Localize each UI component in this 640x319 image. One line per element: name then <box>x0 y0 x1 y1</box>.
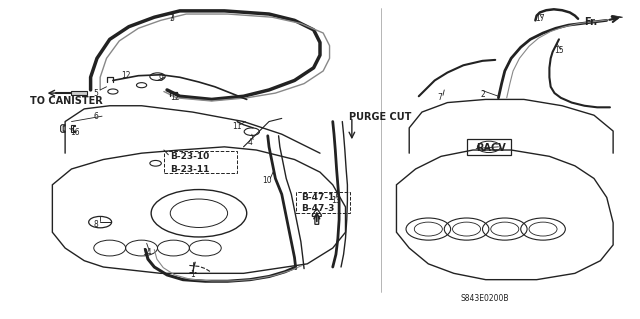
Text: 3: 3 <box>169 14 174 23</box>
Text: 9: 9 <box>158 74 163 83</box>
Text: 15: 15 <box>554 46 564 55</box>
Text: 17: 17 <box>535 14 545 23</box>
Text: 10: 10 <box>262 175 272 185</box>
Text: B-23-10: B-23-10 <box>170 152 209 161</box>
Bar <box>296 192 350 213</box>
Text: 16: 16 <box>70 128 79 137</box>
Text: TO CANISTER: TO CANISTER <box>30 96 103 106</box>
Text: 14: 14 <box>142 248 152 257</box>
Text: PURGE CUT: PURGE CUT <box>349 112 411 122</box>
Text: 4: 4 <box>248 137 252 147</box>
Text: 8: 8 <box>93 220 98 229</box>
Text: 6: 6 <box>93 112 98 121</box>
Text: 13: 13 <box>331 196 340 205</box>
Text: B-47-1: B-47-1 <box>301 193 334 202</box>
Text: 1: 1 <box>190 271 195 279</box>
Text: Fr.: Fr. <box>584 17 598 27</box>
Text: 5: 5 <box>93 89 98 98</box>
Text: 12: 12 <box>122 71 131 80</box>
Bar <box>72 91 88 95</box>
Bar <box>467 139 511 155</box>
Text: RACV: RACV <box>476 144 506 153</box>
Text: B-47-3: B-47-3 <box>301 204 334 213</box>
Bar <box>164 151 237 173</box>
Text: S843E0200B: S843E0200B <box>460 294 509 303</box>
Polygon shape <box>612 15 623 19</box>
Text: 12: 12 <box>170 93 179 102</box>
Text: B-23-11: B-23-11 <box>170 165 210 174</box>
Text: 11: 11 <box>232 122 242 131</box>
Text: 7: 7 <box>437 93 442 102</box>
Text: 2: 2 <box>480 90 485 99</box>
